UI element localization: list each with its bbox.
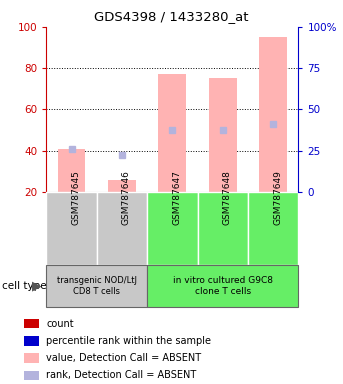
Bar	[147, 192, 198, 265]
Bar	[46, 265, 147, 307]
Bar	[147, 265, 298, 307]
Text: GSM787647: GSM787647	[173, 170, 181, 225]
Bar	[248, 192, 298, 265]
Text: percentile rank within the sample: percentile rank within the sample	[46, 336, 211, 346]
Bar	[259, 37, 287, 192]
Text: GSM787645: GSM787645	[72, 170, 81, 225]
Bar	[198, 192, 248, 265]
Text: GSM787649: GSM787649	[273, 170, 282, 225]
Bar	[108, 180, 136, 192]
Bar	[97, 192, 147, 265]
Bar	[46, 192, 97, 265]
Bar	[158, 74, 186, 192]
Text: transgenic NOD/LtJ
CD8 T cells: transgenic NOD/LtJ CD8 T cells	[57, 276, 137, 296]
Bar	[209, 78, 237, 192]
Text: GSM787646: GSM787646	[122, 170, 131, 225]
Text: GDS4398 / 1433280_at: GDS4398 / 1433280_at	[94, 10, 249, 23]
Text: in vitro cultured G9C8
clone T cells: in vitro cultured G9C8 clone T cells	[173, 276, 273, 296]
Bar	[58, 149, 85, 192]
Text: rank, Detection Call = ABSENT: rank, Detection Call = ABSENT	[46, 370, 197, 381]
Text: ▶: ▶	[32, 280, 41, 293]
Text: value, Detection Call = ABSENT: value, Detection Call = ABSENT	[46, 353, 201, 363]
Text: GSM787648: GSM787648	[223, 170, 232, 225]
Text: cell type: cell type	[2, 281, 46, 291]
Text: count: count	[46, 318, 74, 329]
